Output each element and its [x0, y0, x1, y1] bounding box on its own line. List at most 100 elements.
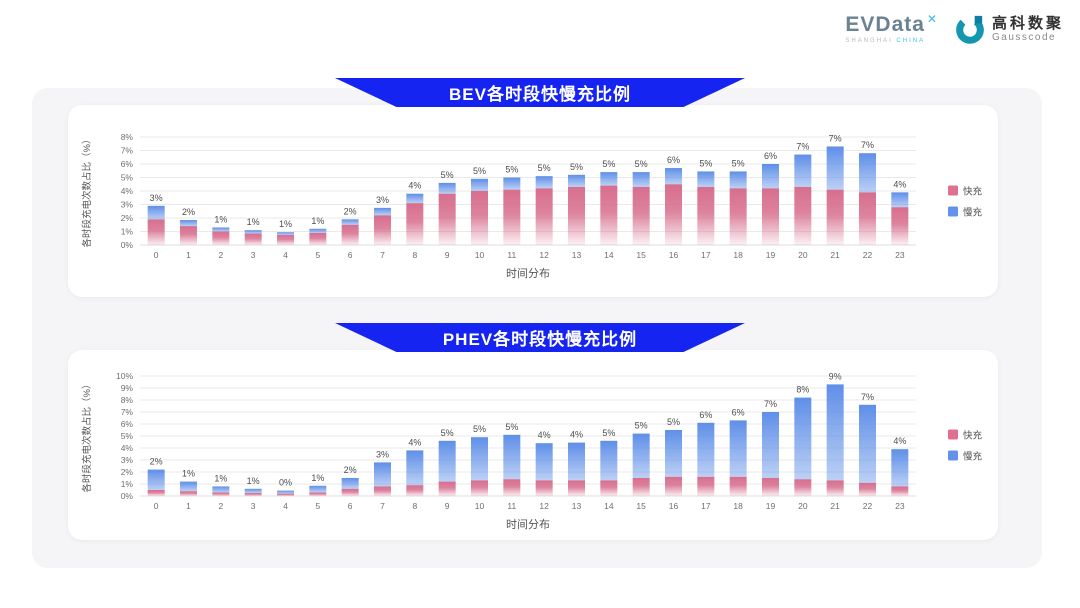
x-axis-tick-label: 11 — [507, 250, 516, 260]
y-axis-tick-label: 8% — [121, 395, 134, 405]
legend-label-slow: 慢充 — [962, 207, 982, 219]
y-axis-tick-label: 2% — [121, 467, 134, 477]
bar-value-label: 5% — [635, 159, 648, 169]
x-axis-tick-label: 13 — [572, 250, 582, 260]
x-axis-tick-label: 10 — [475, 501, 485, 511]
bar-segment-fast — [762, 478, 779, 496]
bar-segment-fast — [406, 485, 424, 496]
bar-value-label: 8% — [796, 385, 809, 395]
evdata-tagline-left: SHANGHAI — [845, 38, 893, 44]
x-axis-tick-label: 8 — [412, 501, 417, 511]
bar-value-label: 6% — [699, 410, 712, 420]
bar-segment-slow — [341, 219, 359, 225]
bar-segment-fast — [859, 482, 876, 496]
bev-chart-title: BEV各时段快慢充比例 — [449, 85, 631, 104]
y-axis-tick-label: 4% — [121, 186, 134, 196]
bar-value-label: 5% — [473, 424, 486, 434]
bar-segment-fast — [891, 207, 909, 245]
bar-segment-fast — [471, 191, 488, 245]
bar-value-label: 4% — [893, 179, 906, 189]
legend-item-slow: 慢充 — [947, 449, 982, 463]
x-axis-tick-label: 9 — [445, 501, 450, 511]
bar-segment-slow — [406, 450, 424, 486]
bar-segment-slow — [503, 434, 521, 480]
bar-value-label: 5% — [699, 158, 712, 168]
y-axis-tick-label: 5% — [121, 431, 134, 441]
bar-value-label: 5% — [602, 428, 615, 438]
x-axis-tick-label: 13 — [572, 501, 582, 511]
evdata-logo-text: EVData — [845, 13, 925, 36]
x-axis-title: 时间分布 — [506, 267, 550, 280]
bar-segment-slow — [729, 420, 747, 477]
gausscode-logo: 高科数聚 Gausscode — [955, 14, 1064, 44]
bar-segment-fast — [568, 480, 585, 496]
x-axis-tick-label: 3 — [251, 250, 256, 260]
x-axis-tick-label: 14 — [604, 250, 614, 260]
bar-segment-fast — [374, 215, 391, 245]
bar-segment-fast — [438, 193, 456, 245]
phev-chart-title: PHEV各时段快慢充比例 — [442, 330, 638, 349]
legend-label-fast: 快充 — [962, 430, 982, 442]
bar-value-label: 2% — [182, 207, 195, 217]
bar-segment-slow — [826, 384, 844, 481]
bar-segment-fast — [309, 492, 327, 496]
bar-segment-fast — [568, 186, 585, 245]
x-axis-tick-label: 9 — [445, 250, 450, 260]
x-axis-tick-label: 12 — [539, 501, 549, 511]
x-axis-tick-label: 6 — [348, 501, 353, 511]
y-axis-tick-label: 6% — [121, 159, 134, 169]
phev-legend: 快充 慢充 — [947, 428, 982, 463]
bar-segment-slow — [471, 178, 488, 191]
bar-segment-slow — [859, 404, 876, 483]
bar-segment-slow — [147, 205, 165, 220]
bar-segment-slow — [891, 192, 909, 208]
bar-segment-slow — [568, 174, 585, 187]
bar-segment-fast — [503, 479, 521, 496]
y-axis-tick-label: 4% — [121, 443, 134, 453]
bar-segment-slow — [438, 182, 456, 194]
bar-segment-fast — [438, 481, 456, 496]
bar-segment-fast — [826, 480, 844, 496]
bar-segment-slow — [697, 422, 715, 477]
phev-chart-card: 0% 1% 2% 3% 4% 5% 6% 7% 8% 9% 10% 各时段充电次数占比（%） 2% 0 1%… — [68, 350, 998, 540]
header: EVData ✕ SHANGHAI CHINA 高科数聚 Gausscode — [845, 13, 1064, 44]
bar-segment-slow — [600, 440, 618, 481]
legend-item-slow: 慢充 — [947, 205, 982, 219]
x-axis-tick-label: 5 — [315, 501, 320, 511]
x-axis-tick-label: 15 — [636, 501, 646, 511]
bar-value-label: 1% — [214, 214, 227, 224]
x-axis-tick-label: 17 — [701, 250, 711, 260]
bar-segment-slow — [794, 397, 812, 480]
bar-segment-slow — [891, 449, 909, 487]
bar-segment-slow — [341, 478, 359, 489]
bar-value-label: 4% — [893, 436, 906, 446]
bar-value-label: 2% — [344, 465, 357, 475]
bar-segment-slow — [568, 442, 585, 481]
bar-value-label: 5% — [667, 417, 680, 427]
bar-segment-fast — [891, 486, 909, 496]
y-axis-tick-label: 1% — [121, 227, 134, 237]
x-axis-tick-label: 6 — [348, 250, 353, 260]
bar-value-label: 5% — [473, 166, 486, 176]
evdata-logo: EVData ✕ SHANGHAI CHINA — [845, 13, 937, 44]
bar-segment-fast — [665, 184, 682, 245]
bar-segment-fast — [147, 490, 165, 496]
x-axis-tick-label: 11 — [507, 501, 516, 511]
bar-value-label: 1% — [214, 473, 227, 483]
bar-segment-fast — [180, 226, 197, 245]
bar-segment-fast — [277, 493, 294, 496]
x-axis-tick-label: 0 — [154, 250, 159, 260]
bar-segment-slow — [826, 146, 844, 190]
bar-value-label: 7% — [861, 140, 874, 150]
x-axis-tick-label: 12 — [539, 250, 549, 260]
bar-value-label: 4% — [408, 437, 421, 447]
gausscode-logo-icon — [956, 15, 984, 44]
bar-value-label: 1% — [311, 473, 324, 483]
legend-item-fast: 快充 — [947, 184, 982, 198]
bar-value-label: 5% — [538, 163, 551, 173]
bar-value-label: 3% — [150, 193, 163, 203]
bar-value-label: 1% — [247, 476, 260, 486]
y-axis-tick-label: 3% — [121, 200, 134, 210]
bar-segment-fast — [762, 188, 779, 245]
